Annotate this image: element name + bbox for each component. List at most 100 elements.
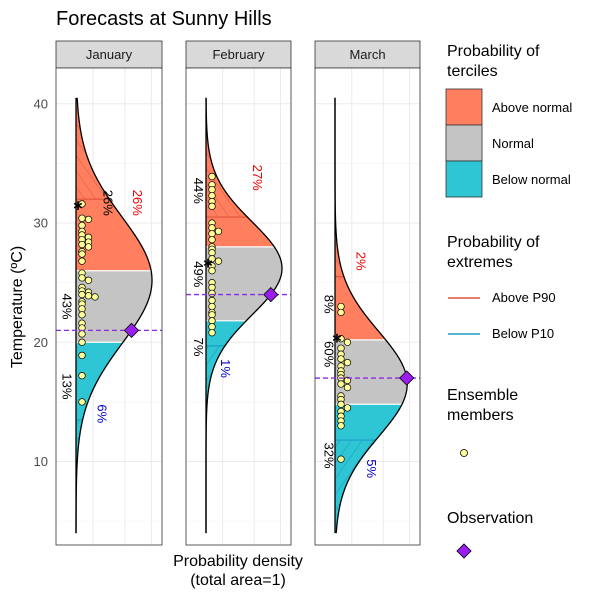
ensemble-member [208, 267, 216, 275]
normal-area [206, 246, 282, 321]
pct-normal: 43% [59, 293, 74, 319]
density-plot: ∗ [55, 67, 163, 546]
ensemble-member [343, 358, 352, 367]
ensemble-member [208, 185, 216, 194]
ensemble-member [78, 240, 86, 249]
legend-terciles-title-2: terciles [447, 63, 498, 80]
ensemble-member [337, 380, 345, 388]
panel-label: January [86, 47, 133, 62]
strip-february [185, 40, 292, 69]
ensemble-member [208, 230, 216, 238]
ensemble-member [84, 292, 93, 300]
density-plot: ∗ [185, 67, 292, 546]
ensemble-member [208, 191, 216, 200]
below-normal-area [76, 342, 123, 534]
ensemble-member [208, 323, 216, 331]
ensemble-member [208, 283, 216, 292]
legend-extremes-title-2: extremes [447, 254, 513, 271]
legend-ensemble-marker [460, 449, 468, 457]
ensemble-member [208, 255, 216, 263]
ensemble-member [208, 302, 216, 311]
y-axis-title: Temperature (ºC) [9, 246, 26, 368]
ensemble-member [337, 400, 345, 408]
y-tick-label: 20 [34, 335, 48, 350]
pct-above-p90: 27% [250, 165, 265, 191]
ensemble-member [91, 293, 99, 301]
pct-below-p10: 1% [218, 359, 233, 378]
strip-january [55, 40, 163, 69]
ensemble-member [78, 372, 86, 380]
legend-above-p90: Above P90 [492, 290, 556, 305]
legend-terciles-title-1: Probability of [447, 43, 540, 60]
above-p90-hatch [335, 97, 344, 277]
ensemble-member [214, 257, 223, 265]
ensemble-member [78, 351, 86, 360]
legend-ensemble-title-1: Ensemble [447, 387, 518, 404]
ensemble-member [84, 276, 93, 284]
ensemble-member [337, 355, 345, 363]
ensemble-member [78, 338, 86, 346]
normal-area [335, 339, 408, 405]
ensemble-member [208, 172, 216, 181]
panel-border [185, 67, 292, 546]
best-member-marker: ∗ [202, 255, 214, 271]
ensemble-member [343, 404, 352, 412]
panel-border [55, 67, 163, 546]
legend-swatch-below-normal [445, 160, 483, 198]
ensemble-member [208, 224, 216, 232]
ensemble-member [208, 317, 216, 325]
pct-above-p90: 26% [130, 190, 145, 216]
above-p90-hatch [76, 97, 110, 200]
x-axis-title-line1: Probability density [173, 553, 303, 570]
ensemble-member [343, 338, 352, 346]
ensemble-member [337, 308, 345, 317]
x-axis-title-line2: (total area=1) [190, 572, 286, 589]
panel-january: January ∗ 26% 43% 13% 26% 6% [55, 40, 163, 546]
pct-below-normal: 13% [59, 373, 74, 399]
ensemble-member [337, 302, 345, 311]
y-tick-label: 40 [34, 96, 48, 111]
pct-above-normal: 8% [321, 295, 336, 314]
above-p90-hatch [206, 97, 248, 218]
ensemble-member [337, 422, 345, 430]
legend: Probability of terciles Above normal Nor… [445, 43, 572, 559]
ensemble-member [208, 311, 216, 319]
pct-below-normal: 7% [191, 338, 206, 357]
pct-above-p90: 2% [353, 252, 368, 271]
chart-title: Forecasts at Sunny Hills [56, 8, 272, 30]
legend-ensemble-title-2: members [447, 407, 514, 424]
density-curve [75, 97, 153, 534]
y-axis-tick-labels: 10 20 30 40 [34, 96, 48, 469]
below-normal-area [335, 404, 403, 534]
legend-observation-marker [456, 543, 472, 559]
pct-above-normal: 44% [191, 178, 206, 204]
pct-below-p10: 5% [364, 459, 379, 478]
pct-below-normal: 32% [321, 443, 336, 469]
ensemble-member [78, 305, 86, 313]
observation-marker [123, 322, 140, 338]
y-tick-label: 10 [34, 454, 48, 469]
pct-above-normal: 26% [100, 190, 115, 216]
density-plot: ∗ [314, 67, 421, 546]
above-normal-area [76, 97, 152, 271]
panel-background [315, 68, 420, 545]
observation-marker [263, 286, 279, 303]
pct-normal: 60% [321, 341, 336, 367]
ensemble-member [343, 383, 352, 392]
pct-below-p10: 6% [94, 404, 109, 423]
panel-label: February [212, 47, 265, 62]
ensemble-member [208, 289, 216, 298]
legend-below-p10: Below P10 [492, 326, 554, 341]
ensemble-member [208, 236, 216, 244]
best-member-marker: ∗ [72, 198, 84, 214]
ensemble-member [337, 335, 345, 343]
ensemble-member [78, 398, 86, 406]
panel-february: February ∗ 44% 49% 7% 27% 1% [185, 40, 292, 546]
below-p10-hatch [206, 345, 225, 534]
ensemble-member [337, 455, 345, 463]
legend-extremes-title-1: Probability of [447, 234, 540, 251]
ensemble-member [208, 296, 216, 305]
ensemble-member [78, 290, 86, 299]
ensemble-member [78, 214, 86, 222]
